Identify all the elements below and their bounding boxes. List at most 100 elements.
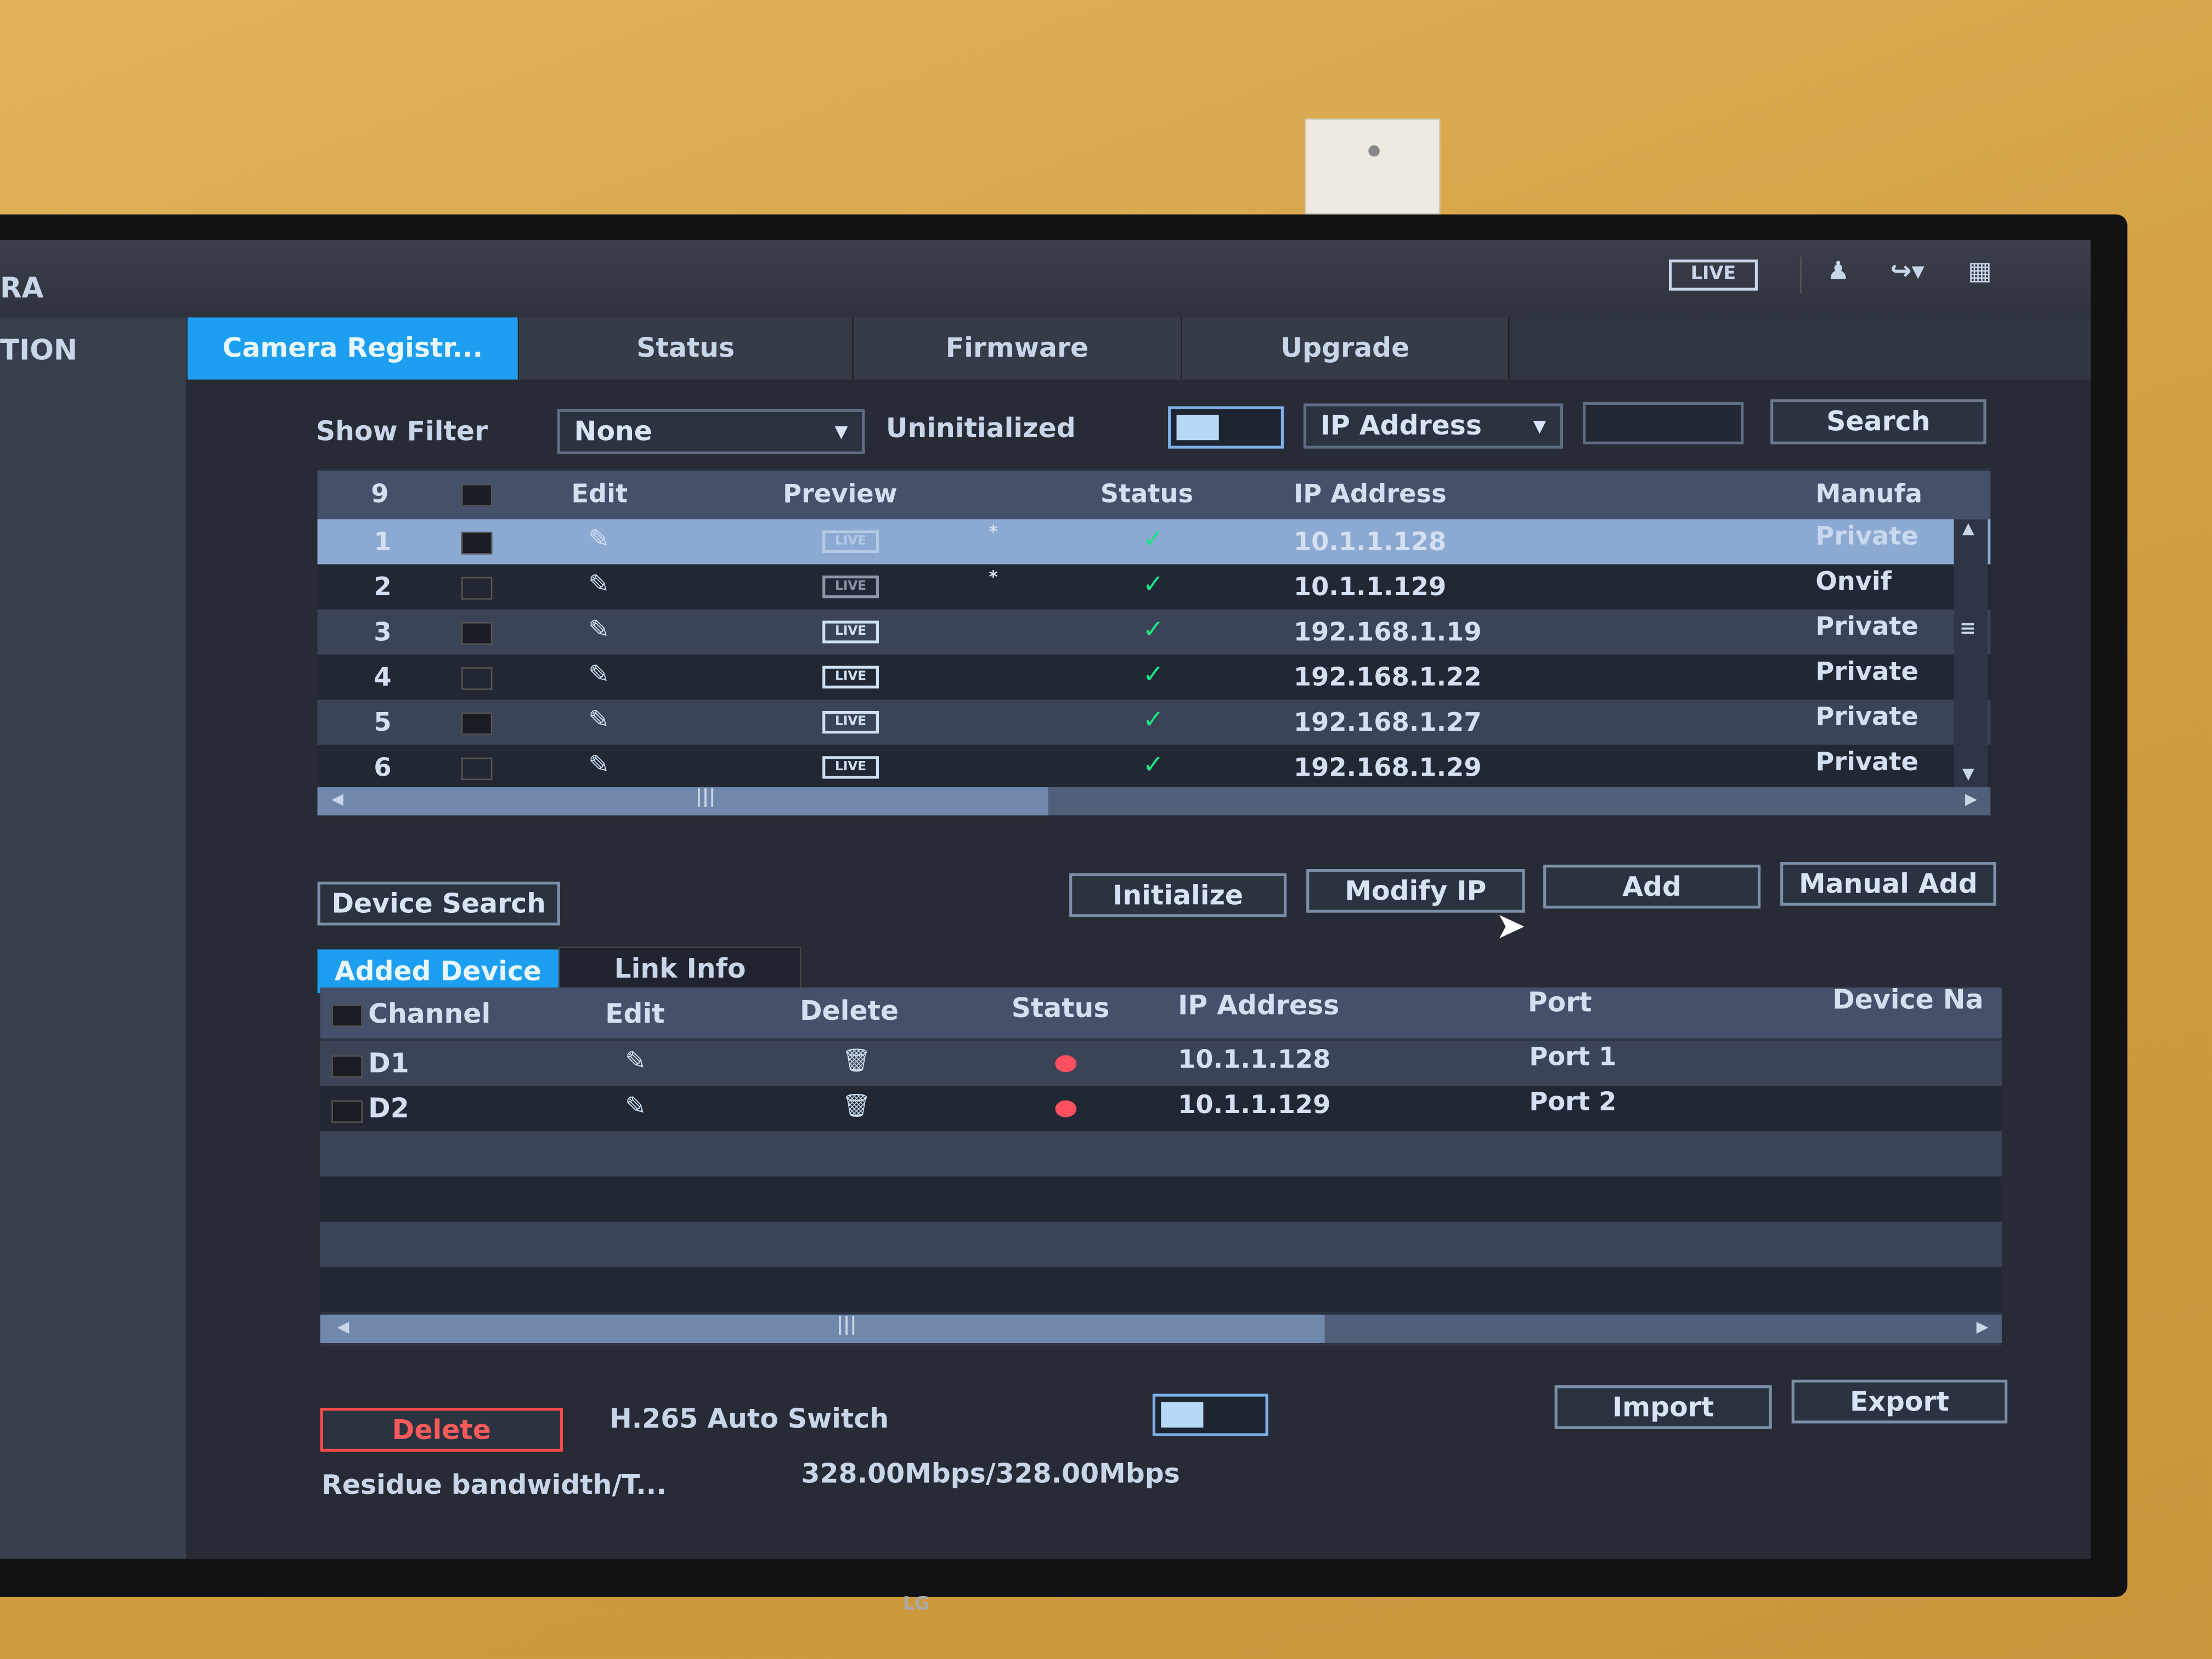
scroll-left-icon[interactable]: ◀ bbox=[331, 789, 344, 809]
ip-header: IP Address bbox=[1178, 990, 1340, 1022]
vertical-scrollbar[interactable]: ▲ ≡ ▼ bbox=[1954, 519, 1988, 787]
live-preview-icon[interactable]: LIVE bbox=[822, 756, 879, 779]
search-input[interactable] bbox=[1583, 402, 1744, 444]
live-button[interactable]: LIVE bbox=[1668, 259, 1758, 291]
empty-row bbox=[320, 1267, 2002, 1312]
horizontal-scrollbar[interactable]: ◀ ||| ▶ bbox=[320, 1314, 2002, 1343]
select-all-checkbox[interactable] bbox=[461, 483, 493, 507]
initialize-button[interactable]: Initialize bbox=[1069, 873, 1287, 917]
edit-pencil-icon[interactable]: ✎ bbox=[588, 750, 610, 780]
dvr-screen: RA LIVE ♟ ↪▾ ▦ TION Camera Registr... St… bbox=[0, 240, 2091, 1559]
edit-pencil-icon[interactable]: ✎ bbox=[588, 524, 610, 555]
sidebar: TION bbox=[0, 317, 187, 1559]
tab-status[interactable]: Status bbox=[519, 317, 854, 380]
live-preview-icon[interactable]: LIVE bbox=[822, 620, 879, 644]
modify-ip-button[interactable]: Modify IP bbox=[1306, 868, 1525, 913]
row-checkbox[interactable] bbox=[461, 577, 493, 600]
channel: D1 bbox=[368, 1048, 409, 1080]
uninitialized-toggle[interactable] bbox=[1168, 406, 1284, 449]
scroll-handle-icon[interactable]: ≡ bbox=[1959, 618, 1976, 641]
row-checkbox[interactable] bbox=[461, 667, 493, 690]
user-icon[interactable]: ♟ bbox=[1826, 256, 1850, 286]
qr-code-icon[interactable]: ▦ bbox=[1968, 256, 1992, 286]
tab-camera-registration[interactable]: Camera Registr... bbox=[187, 317, 520, 380]
row-checkbox[interactable] bbox=[461, 712, 493, 735]
row-checkbox[interactable] bbox=[331, 1100, 363, 1123]
live-preview-icon[interactable]: LIVE bbox=[822, 530, 879, 553]
row-number: 3 bbox=[374, 618, 392, 648]
scroll-right-icon[interactable]: ▶ bbox=[1965, 789, 1977, 809]
bandwidth-label: Residue bandwidth/T... bbox=[321, 1470, 667, 1501]
search-button[interactable]: Search bbox=[1770, 399, 1987, 444]
live-preview-icon[interactable]: LIVE bbox=[822, 710, 879, 734]
table-row[interactable]: 2 ✎ LIVE * ✓ 10.1.1.129 Onvif bbox=[317, 564, 1991, 610]
scroll-thumb[interactable] bbox=[317, 787, 1048, 816]
status-ok-icon: ✓ bbox=[1142, 660, 1164, 690]
scroll-right-icon[interactable]: ▶ bbox=[1976, 1317, 1989, 1336]
chevron-down-icon: ▼ bbox=[1533, 416, 1547, 436]
edit-pencil-icon[interactable]: ✎ bbox=[625, 1046, 646, 1076]
import-button[interactable]: Import bbox=[1554, 1385, 1772, 1429]
table-row[interactable]: 1 ✎ LIVE * ✓ 10.1.1.128 Private bbox=[317, 519, 1991, 565]
sidebar-item[interactable]: TION bbox=[0, 332, 77, 367]
edit-pencil-icon[interactable]: ✎ bbox=[588, 705, 610, 735]
empty-row bbox=[320, 1221, 2002, 1267]
row-number: 5 bbox=[374, 708, 392, 738]
live-preview-icon[interactable]: LIVE bbox=[822, 665, 879, 689]
port: Port 2 bbox=[1529, 1087, 1617, 1118]
row-checkbox[interactable] bbox=[331, 1055, 363, 1078]
edit-pencil-icon[interactable]: ✎ bbox=[588, 615, 610, 645]
search-type-select[interactable]: IP Address ▼ bbox=[1303, 403, 1564, 449]
status-ok-icon: ✓ bbox=[1142, 569, 1164, 600]
export-button[interactable]: Export bbox=[1791, 1379, 2008, 1424]
tab-added-device[interactable]: Added Device bbox=[317, 949, 559, 994]
show-filter-label: Show Filter bbox=[315, 416, 488, 448]
tab-link-info[interactable]: Link Info bbox=[558, 946, 802, 991]
table-row[interactable]: 3 ✎ LIVE ✓ 192.168.1.19 Private bbox=[317, 609, 1991, 655]
delete-header: Delete bbox=[799, 996, 899, 1027]
trash-icon[interactable]: 🗑 bbox=[842, 1046, 871, 1074]
table-row[interactable]: D1 ✎ 🗑 10.1.1.128 Port 1 bbox=[320, 1041, 2002, 1086]
toggle-knob bbox=[1176, 414, 1219, 441]
channel: D2 bbox=[368, 1093, 409, 1125]
logout-icon[interactable]: ↪▾ bbox=[1890, 256, 1925, 286]
status-ok-icon: ✓ bbox=[1142, 524, 1164, 555]
scroll-thumb[interactable] bbox=[320, 1314, 1325, 1343]
device-search-button[interactable]: Device Search bbox=[317, 882, 560, 926]
horizontal-scrollbar[interactable]: ◀ ||| ▶ bbox=[317, 787, 1991, 816]
h265-toggle[interactable] bbox=[1152, 1393, 1268, 1436]
edit-pencil-icon[interactable]: ✎ bbox=[588, 660, 610, 690]
delete-button[interactable]: Delete bbox=[320, 1408, 563, 1452]
table-row[interactable]: D2 ✎ 🗑 10.1.1.129 Port 2 bbox=[320, 1086, 2002, 1132]
manual-add-button[interactable]: Manual Add bbox=[1780, 862, 1996, 906]
divider bbox=[1800, 256, 1802, 294]
row-checkbox[interactable] bbox=[461, 757, 493, 780]
status-ok-icon: ✓ bbox=[1142, 750, 1164, 780]
add-button[interactable]: Add bbox=[1543, 865, 1761, 909]
count-header: 9 bbox=[371, 479, 389, 510]
status-offline-icon bbox=[1055, 1100, 1076, 1118]
row-checkbox[interactable] bbox=[461, 532, 493, 555]
tab-upgrade[interactable]: Upgrade bbox=[1182, 317, 1510, 380]
table-row[interactable]: 4 ✎ LIVE ✓ 192.168.1.22 Private bbox=[317, 654, 1991, 700]
manufacturer: Private bbox=[1815, 657, 1918, 687]
scroll-up-icon[interactable]: ▲ bbox=[1962, 519, 1974, 538]
added-marker: * bbox=[989, 567, 998, 587]
edit-pencil-icon[interactable]: ✎ bbox=[625, 1092, 646, 1122]
select-all-checkbox[interactable] bbox=[331, 1004, 363, 1027]
table-row[interactable]: 6 ✎ LIVE ✓ 192.168.1.29 Private bbox=[317, 744, 1991, 790]
edit-pencil-icon[interactable]: ✎ bbox=[588, 569, 610, 600]
scroll-down-icon[interactable]: ▼ bbox=[1962, 764, 1974, 783]
tab-firmware[interactable]: Firmware bbox=[853, 317, 1182, 380]
trash-icon[interactable]: 🗑 bbox=[842, 1092, 871, 1119]
live-preview-icon[interactable]: LIVE bbox=[822, 575, 879, 599]
show-filter-select[interactable]: None ▼ bbox=[557, 409, 865, 454]
row-checkbox[interactable] bbox=[461, 622, 493, 645]
scroll-left-icon[interactable]: ◀ bbox=[337, 1317, 349, 1336]
search-results-table: 9 Edit Preview Status IP Address Manufa … bbox=[317, 468, 1991, 816]
scroll-grip-icon: ||| bbox=[836, 1314, 857, 1336]
ip-address: 192.168.1.27 bbox=[1293, 708, 1482, 738]
table-row[interactable]: 5 ✎ LIVE ✓ 192.168.1.27 Private bbox=[317, 699, 1991, 745]
ip-address: 192.168.1.19 bbox=[1293, 618, 1482, 648]
